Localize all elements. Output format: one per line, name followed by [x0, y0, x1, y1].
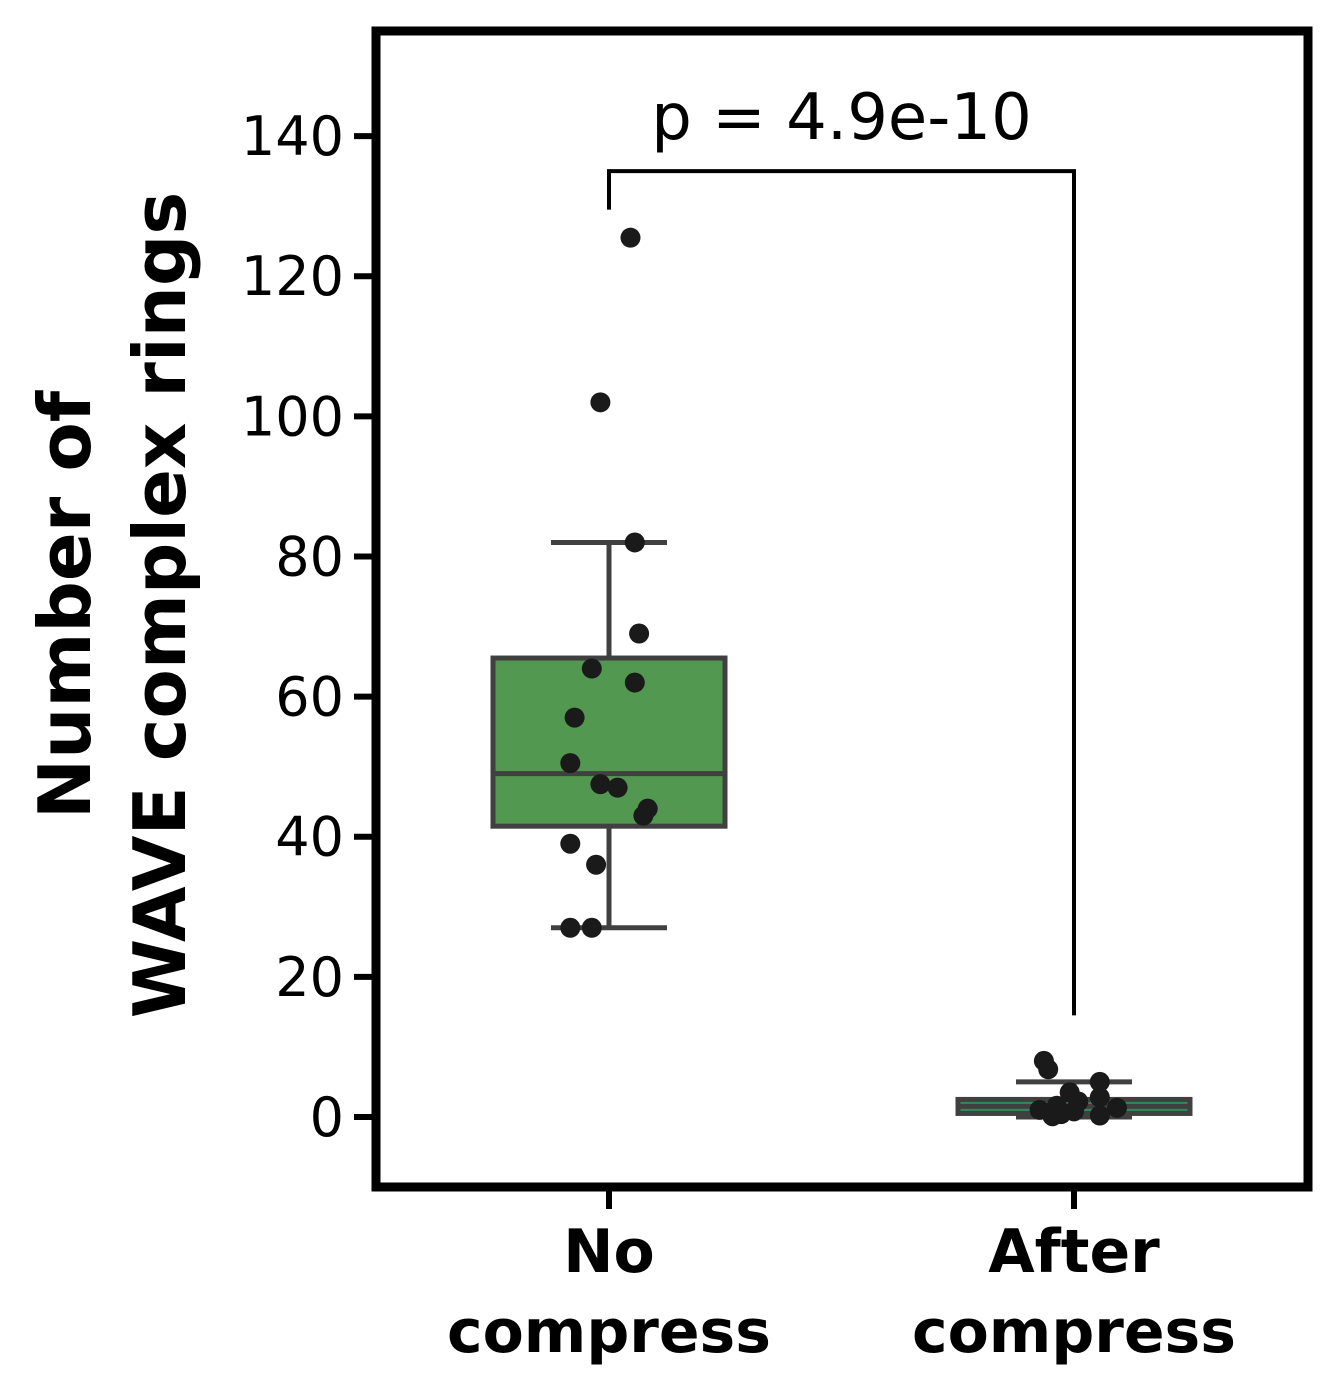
plot-frame — [371, 26, 1313, 1192]
y-tick-label: 80 — [275, 525, 344, 588]
y-tick-label: 20 — [275, 946, 344, 1009]
data-point — [1038, 1059, 1059, 1080]
data-point — [560, 917, 581, 938]
data-point — [586, 854, 607, 875]
data-point — [624, 532, 645, 553]
x-category-label-line: compress — [912, 1297, 1236, 1367]
x-category-label: After compress — [912, 1217, 1236, 1367]
data-point — [560, 753, 581, 774]
y-tick-label: 120 — [241, 245, 344, 308]
y-tick-label: 40 — [275, 806, 344, 869]
box — [490, 655, 728, 829]
data-point — [620, 227, 641, 248]
y-axis: 0 20 40 60 80 100 120 140 — [241, 105, 376, 1149]
data-point — [581, 658, 602, 679]
data-point — [624, 672, 645, 693]
data-point — [629, 623, 650, 644]
y-tick-label: 60 — [275, 666, 344, 729]
x-category-label-line: After — [988, 1217, 1160, 1287]
y-tick-label: 140 — [241, 105, 344, 168]
y-tick-label: 100 — [241, 385, 344, 448]
y-axis-title-line: Number of — [23, 390, 107, 819]
significance-bracket — [607, 169, 1076, 1016]
data-point — [590, 392, 611, 413]
p-value-label: p = 4.9e-10 — [651, 81, 1032, 155]
y-tick-label: 0 — [310, 1086, 344, 1149]
y-axis-title: Number of WAVE complex rings — [23, 192, 202, 1019]
data-point — [1089, 1071, 1110, 1092]
data-point — [1107, 1097, 1127, 1118]
data-point — [1042, 1106, 1063, 1127]
x-category-label: No compress — [447, 1217, 771, 1367]
x-category-label-line: compress — [447, 1297, 771, 1367]
data-point — [1089, 1105, 1110, 1126]
data-point — [564, 707, 585, 728]
x-category-label-line: No — [563, 1217, 654, 1287]
data-point — [560, 833, 581, 854]
data-point — [581, 917, 602, 938]
data-point — [1089, 1087, 1110, 1108]
data-point — [607, 777, 628, 798]
data-point — [590, 774, 611, 795]
data-point — [633, 805, 654, 826]
x-axis: No compress After compress — [447, 1187, 1236, 1367]
y-axis-title-line: WAVE complex rings — [118, 192, 202, 1019]
y-axis-label: Number of WAVE complex rings — [23, 192, 202, 1019]
box-group — [490, 539, 728, 931]
